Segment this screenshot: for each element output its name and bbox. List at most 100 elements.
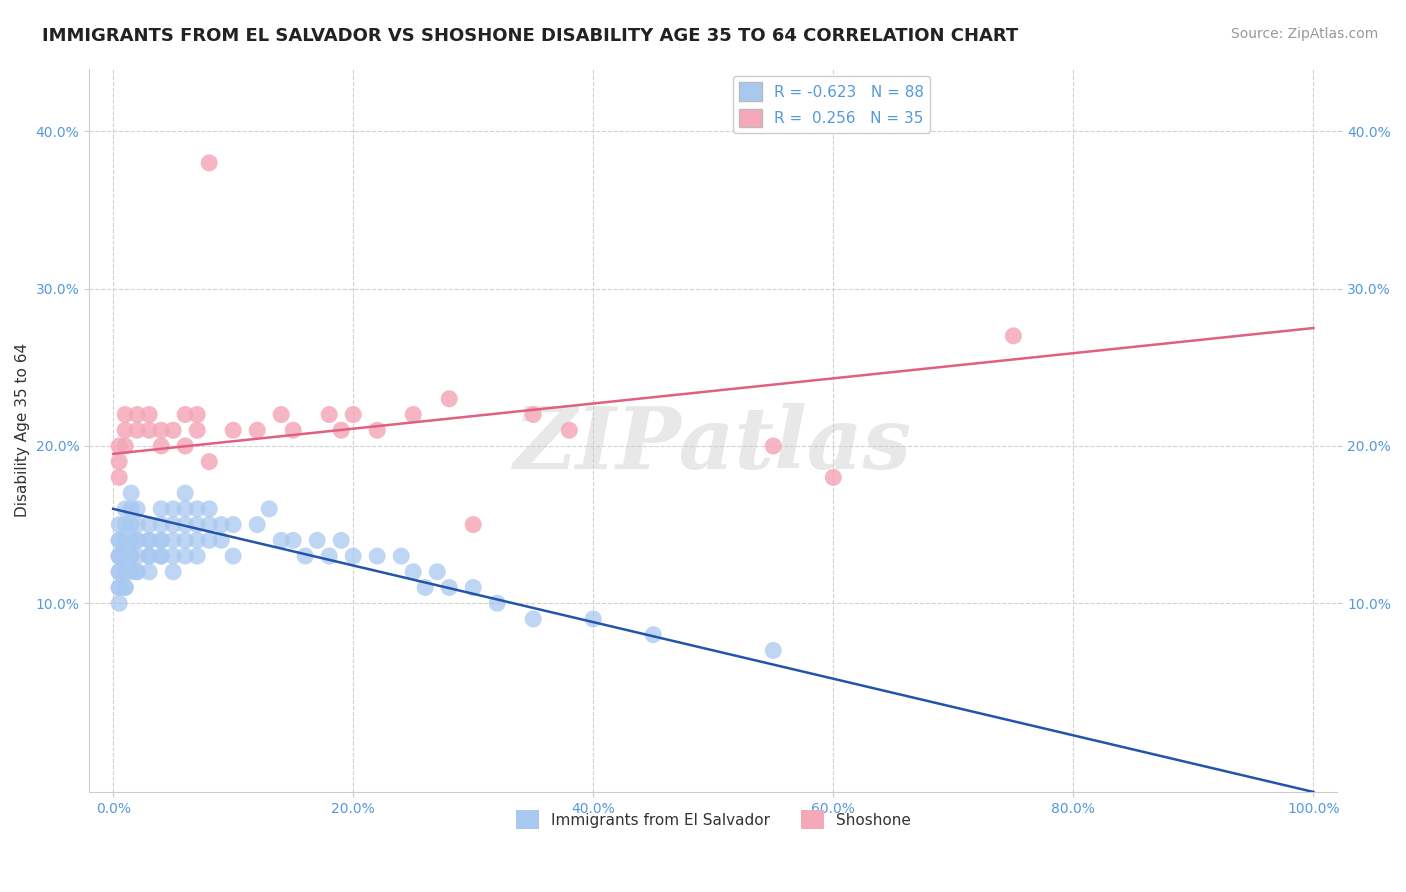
Point xyxy=(402,408,425,422)
Point xyxy=(114,533,136,548)
Point xyxy=(120,486,142,500)
Point xyxy=(150,423,173,437)
Point xyxy=(283,423,305,437)
Point xyxy=(318,549,340,563)
Point xyxy=(138,408,160,422)
Point xyxy=(762,643,785,657)
Text: Source: ZipAtlas.com: Source: ZipAtlas.com xyxy=(1230,27,1378,41)
Point xyxy=(138,565,160,579)
Point xyxy=(463,517,485,532)
Text: IMMIGRANTS FROM EL SALVADOR VS SHOSHONE DISABILITY AGE 35 TO 64 CORRELATION CHAR: IMMIGRANTS FROM EL SALVADOR VS SHOSHONE … xyxy=(42,27,1018,45)
Point xyxy=(439,581,461,595)
Legend: Immigrants from El Salvador, Shoshone: Immigrants from El Salvador, Shoshone xyxy=(510,804,917,835)
Point xyxy=(366,549,388,563)
Point xyxy=(120,501,142,516)
Point xyxy=(114,581,136,595)
Point xyxy=(270,408,292,422)
Point xyxy=(342,549,364,563)
Point xyxy=(186,549,208,563)
Point xyxy=(186,533,208,548)
Point xyxy=(114,439,136,453)
Point xyxy=(150,501,173,516)
Point xyxy=(186,423,208,437)
Point xyxy=(582,612,605,626)
Point xyxy=(294,549,316,563)
Point xyxy=(162,501,184,516)
Point xyxy=(198,533,221,548)
Point xyxy=(108,581,131,595)
Point xyxy=(150,517,173,532)
Point xyxy=(1002,329,1025,343)
Point xyxy=(108,549,131,563)
Point xyxy=(108,565,131,579)
Point xyxy=(108,470,131,484)
Point xyxy=(162,517,184,532)
Point xyxy=(114,501,136,516)
Point xyxy=(270,533,292,548)
Point xyxy=(108,439,131,453)
Point xyxy=(138,549,160,563)
Point xyxy=(389,549,412,563)
Point xyxy=(330,423,353,437)
Point xyxy=(108,549,131,563)
Point xyxy=(108,533,131,548)
Point xyxy=(120,533,142,548)
Point xyxy=(150,533,173,548)
Point xyxy=(108,596,131,610)
Point xyxy=(138,549,160,563)
Point xyxy=(120,549,142,563)
Point xyxy=(108,581,131,595)
Point xyxy=(114,408,136,422)
Point xyxy=(174,439,197,453)
Point xyxy=(174,533,197,548)
Point xyxy=(643,628,665,642)
Point xyxy=(127,533,149,548)
Point xyxy=(222,549,245,563)
Point xyxy=(222,517,245,532)
Point xyxy=(127,565,149,579)
Point xyxy=(222,423,245,437)
Point xyxy=(198,517,221,532)
Point xyxy=(150,549,173,563)
Point xyxy=(366,423,388,437)
Point xyxy=(762,439,785,453)
Point xyxy=(162,565,184,579)
Point xyxy=(522,612,544,626)
Point xyxy=(439,392,461,406)
Point xyxy=(114,565,136,579)
Point xyxy=(150,533,173,548)
Point xyxy=(108,549,131,563)
Point xyxy=(174,486,197,500)
Point xyxy=(114,423,136,437)
Point xyxy=(486,596,509,610)
Point xyxy=(114,549,136,563)
Point xyxy=(127,549,149,563)
Point xyxy=(138,517,160,532)
Point xyxy=(330,533,353,548)
Point xyxy=(463,581,485,595)
Point xyxy=(108,517,131,532)
Point xyxy=(186,501,208,516)
Point xyxy=(257,501,280,516)
Point xyxy=(186,517,208,532)
Point xyxy=(558,423,581,437)
Y-axis label: Disability Age 35 to 64: Disability Age 35 to 64 xyxy=(15,343,30,517)
Point xyxy=(120,517,142,532)
Point xyxy=(413,581,436,595)
Point xyxy=(150,549,173,563)
Point xyxy=(307,533,329,548)
Text: ZIPatlas: ZIPatlas xyxy=(515,403,912,486)
Point xyxy=(138,533,160,548)
Point xyxy=(209,517,232,532)
Point xyxy=(127,565,149,579)
Point xyxy=(120,549,142,563)
Point xyxy=(114,517,136,532)
Point xyxy=(174,517,197,532)
Point xyxy=(138,533,160,548)
Point xyxy=(198,455,221,469)
Point xyxy=(162,549,184,563)
Point xyxy=(127,517,149,532)
Point xyxy=(209,533,232,548)
Point xyxy=(114,549,136,563)
Point xyxy=(174,408,197,422)
